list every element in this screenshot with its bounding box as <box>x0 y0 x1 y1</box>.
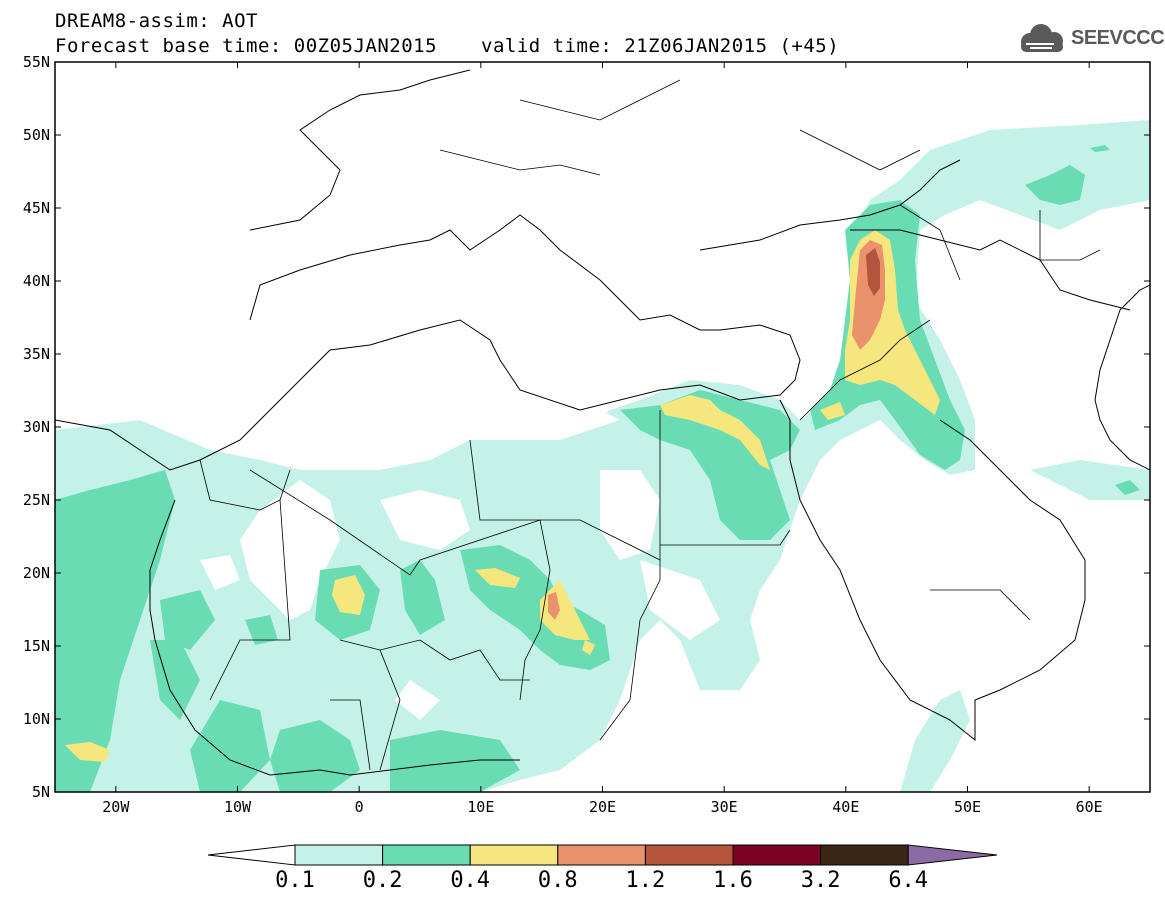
colorbar-level-label: 6.4 <box>888 868 929 893</box>
country-borders <box>199 79 1101 771</box>
lat-label: 35N <box>23 345 50 363</box>
colorbar-level-label: 3.2 <box>800 868 841 893</box>
lat-label: 45N <box>23 199 50 217</box>
colorbar-segment <box>557 844 646 866</box>
lat-label: 5N <box>32 783 50 801</box>
lon-label: 0 <box>355 798 364 816</box>
forecast-base-time: Forecast base time: 00Z05JAN2015 <box>55 35 438 57</box>
colorbar-level-label: 1.2 <box>625 868 666 893</box>
coastlines <box>55 69 1150 776</box>
lat-label: 55N <box>23 53 50 71</box>
lat-label: 20N <box>23 564 50 582</box>
colorbar-level-label: 0.2 <box>362 868 403 893</box>
lat-label: 15N <box>23 637 50 655</box>
lon-label: 50E <box>954 798 981 816</box>
logo-text: SEEVCCC <box>1071 27 1165 49</box>
aot-field-1-2 <box>866 248 880 296</box>
lon-label: 10W <box>224 798 252 816</box>
lat-label: 50N <box>23 126 50 144</box>
lat-label: 40N <box>23 272 50 290</box>
lat-label: 25N <box>23 491 50 509</box>
colorbar-segment <box>732 844 822 866</box>
lat-label: 30N <box>23 418 50 436</box>
colorbar-segment <box>644 844 734 866</box>
cloud-icon <box>1021 24 1063 52</box>
colorbar-level-label: 0.1 <box>275 868 315 893</box>
axis-ticks <box>55 61 1150 793</box>
colorbar-level-label: 0.4 <box>450 868 491 893</box>
lon-label: 10E <box>467 798 494 816</box>
lon-label: 60E <box>1076 798 1103 816</box>
lon-label: 40E <box>832 798 859 816</box>
colorbar-over-triangle <box>907 844 998 866</box>
map-title: DREAM8-assim: AOT <box>55 10 258 32</box>
colorbar-under-triangle <box>207 844 296 866</box>
colorbar-level-label: 1.6 <box>713 868 753 893</box>
lat-label: 10N <box>23 710 50 728</box>
valid-time: valid time: 21Z06JAN2015 (+45) <box>481 35 840 57</box>
lon-label: 30E <box>711 798 738 816</box>
colorbar-segment <box>382 844 471 866</box>
colorbar-segment <box>469 844 559 866</box>
lon-label: 20W <box>102 798 130 816</box>
colorbar-level-label: 0.8 <box>537 868 578 893</box>
colorbar-segment <box>294 844 384 866</box>
colorbar-segment <box>820 844 909 866</box>
lon-label: 20E <box>589 798 616 816</box>
